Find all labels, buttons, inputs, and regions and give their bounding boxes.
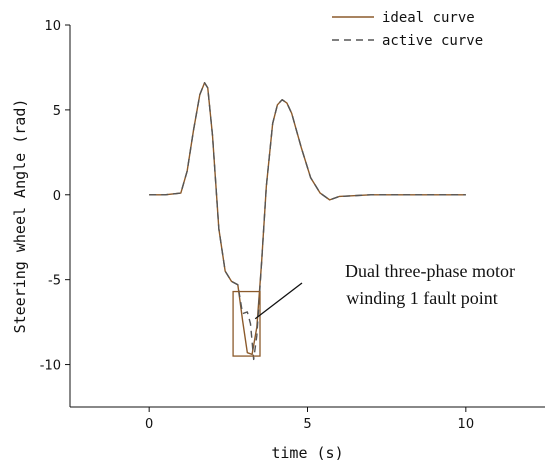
- annotation: Dual three-phase motor winding 1 fault p…: [232, 261, 515, 357]
- y-tick-label: -10: [40, 359, 61, 374]
- legend: ideal curve active curve: [332, 10, 483, 49]
- legend-label-active: active curve: [382, 33, 483, 49]
- annotation-pointer: [254, 282, 303, 320]
- y-tick-label: -5: [48, 274, 61, 289]
- fault-box: [232, 290, 261, 357]
- y-tick-label: 10: [44, 19, 61, 34]
- series-line-active: [149, 82, 466, 361]
- series-line-ideal: [149, 82, 466, 356]
- legend-label-ideal: ideal curve: [382, 10, 475, 26]
- x-axis-title: time (s): [271, 444, 343, 462]
- x-tick-label: 0: [145, 417, 153, 432]
- x-tick-label: 10: [458, 417, 475, 432]
- annotation-text-line-1: Dual three-phase motor: [345, 261, 515, 281]
- annotation-text-line-2: winding 1 fault point: [346, 288, 498, 308]
- series-layer: [149, 82, 466, 361]
- x-tick-label: 5: [303, 417, 311, 432]
- y-axis-title: Steering wheel Angle (rad): [11, 99, 29, 334]
- axis-ticks: 0 5 10 10 5 0 -5 -10: [40, 19, 474, 432]
- y-tick-label: 5: [53, 104, 61, 119]
- plot-frame: [69, 25, 545, 408]
- y-tick-label: 0: [53, 189, 61, 204]
